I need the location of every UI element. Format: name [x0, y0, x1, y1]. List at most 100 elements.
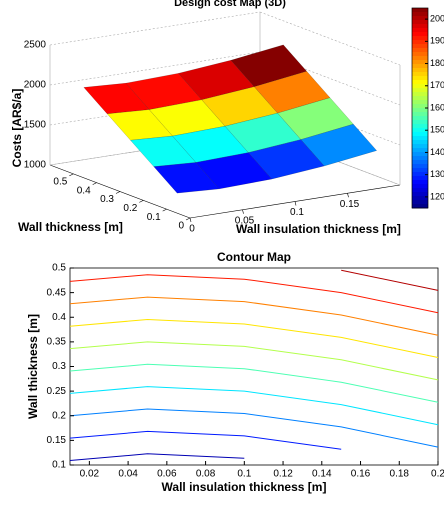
y-tick-label: 0.2 — [52, 410, 66, 421]
y-tick-label: 0.15 — [47, 435, 67, 446]
colorbar-step — [412, 72, 428, 77]
x-tick-label: 0.04 — [118, 469, 138, 480]
tick-mark — [162, 208, 167, 212]
contour-line — [69, 430, 342, 450]
surface-patch — [106, 109, 173, 141]
colorbar-step — [412, 108, 428, 113]
grid-line — [49, 51, 261, 86]
colorbar-step — [412, 40, 428, 45]
colorbar-step — [412, 160, 428, 165]
colorbar-label: 120 — [430, 191, 444, 201]
y-tick-label: 0.2 — [123, 203, 137, 214]
colorbar-step — [412, 64, 428, 69]
colorbar-label: 200 — [430, 13, 444, 23]
surface-patch — [247, 139, 325, 180]
x-tick-label: 0.02 — [80, 469, 100, 480]
colorbar-step — [412, 84, 428, 89]
tick-mark — [294, 201, 297, 206]
x-tick-label: 0.2 — [431, 469, 444, 480]
x-tick-label: 0.14 — [312, 469, 332, 480]
colorbar-label: 180 — [430, 58, 444, 68]
colorbar-step — [412, 112, 428, 117]
tick-mark — [242, 209, 244, 214]
colorbar-step — [412, 128, 428, 133]
contour-line — [69, 296, 439, 336]
contour-line — [69, 453, 245, 461]
colorbar-step — [412, 192, 428, 197]
surface-patch — [153, 162, 220, 194]
x-tick-label: 0.12 — [273, 469, 293, 480]
contour-line — [69, 408, 439, 448]
x-tick-label: 0 — [189, 224, 195, 235]
colorbar-step — [412, 188, 428, 193]
surface-patch — [195, 152, 273, 190]
contour-line — [69, 386, 439, 426]
z-tick-label: 2500 — [24, 40, 47, 51]
colorbar-step — [412, 24, 428, 29]
colorbar-step — [412, 148, 428, 153]
y-tick-label: 0.25 — [47, 386, 67, 397]
colorbar-step — [412, 196, 428, 201]
x-tick-label: 0.1 — [237, 469, 251, 480]
x-tick-label: 0.18 — [390, 469, 410, 480]
y-tick-label: 0.5 — [53, 176, 67, 187]
y-tick-label: 0.35 — [47, 337, 67, 348]
y-tick-label: 0.1 — [52, 460, 66, 471]
contour-line — [69, 274, 439, 314]
x-tick-label: 0.16 — [351, 469, 371, 480]
colorbar-step — [412, 180, 428, 185]
colorbar-step — [412, 12, 428, 17]
y-tick-label: 0.4 — [77, 185, 91, 196]
colorbar-step — [412, 120, 428, 125]
colorbar-step — [412, 136, 428, 141]
x-tick-label: 0.15 — [340, 199, 360, 210]
surface-patch — [130, 135, 197, 167]
colorbar-step — [412, 92, 428, 97]
colorbar-step — [412, 132, 428, 137]
colorbar-step — [412, 176, 428, 181]
colorbar-step — [412, 184, 428, 189]
y-tick-label: 0 — [178, 221, 184, 232]
plot-area — [69, 267, 439, 466]
colorbar-step — [412, 152, 428, 157]
colorbar-step — [412, 20, 428, 25]
colorbar-step — [412, 32, 428, 37]
tick-mark — [185, 217, 191, 221]
tick-mark — [139, 200, 144, 203]
contour-line — [69, 363, 439, 403]
x-axis-label: Wall insulation thickness [m] — [236, 222, 401, 236]
colorbar-step — [412, 200, 428, 205]
x-axis-label: Wall insulation thickness [m] — [162, 480, 327, 494]
tick-mark — [347, 193, 349, 198]
colorbar-label: 190 — [430, 36, 444, 46]
colorbar-step — [412, 204, 428, 209]
chart-title: Design cost Map (3D) — [174, 0, 286, 9]
colorbar-step — [412, 156, 428, 161]
colorbar-step — [412, 104, 428, 109]
colorbar-label: 170 — [430, 80, 444, 90]
contour-line — [69, 341, 439, 381]
colorbar-step — [412, 124, 428, 129]
contour-line — [341, 269, 439, 291]
y-tick-label: 0.3 — [100, 194, 114, 205]
grid-line — [259, 11, 401, 66]
contour-line — [69, 318, 439, 358]
colorbar-step — [412, 28, 428, 33]
colorbar-step — [412, 76, 428, 81]
y-tick-label: 0.3 — [52, 361, 66, 372]
colorbar-step — [412, 96, 428, 101]
colorbar-step — [412, 44, 428, 49]
z-tick-label: 1000 — [24, 160, 47, 171]
colorbar-label: 130 — [430, 169, 444, 179]
y-tick-label: 0.5 — [52, 263, 66, 274]
colorbar-step — [412, 140, 428, 145]
colorbar-step — [412, 100, 428, 105]
surface-patch — [177, 60, 255, 100]
colorbar-step — [412, 36, 428, 41]
colorbar-step — [412, 164, 428, 169]
colorbar-step — [412, 52, 428, 57]
colorbar-label: 150 — [430, 125, 444, 135]
colorbar-step — [412, 8, 428, 13]
z-tick-label: 1500 — [24, 120, 47, 131]
colorbar-step — [412, 60, 428, 65]
